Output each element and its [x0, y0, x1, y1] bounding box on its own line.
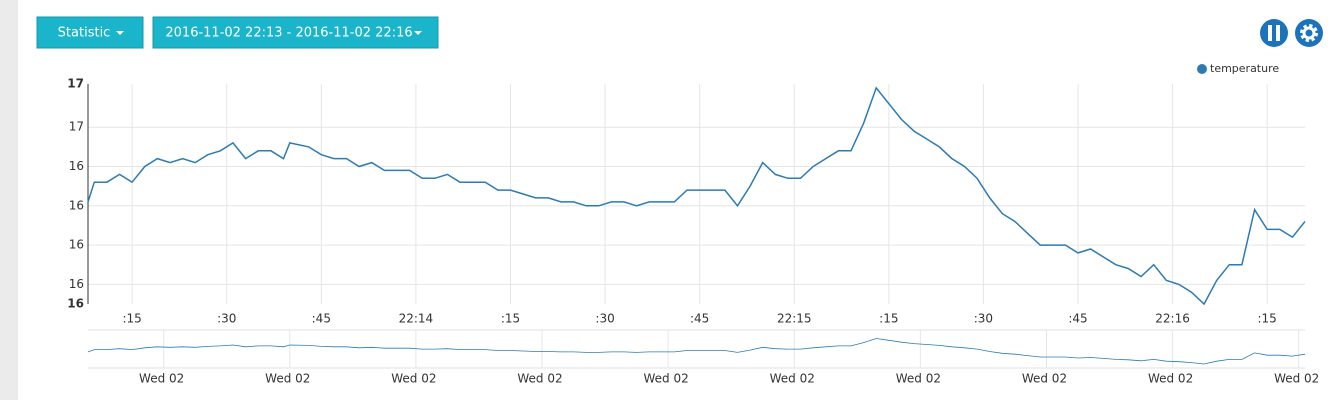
- y-tick-label: 16: [69, 238, 84, 252]
- button-bg: [152, 16, 439, 49]
- settings-button[interactable]: [1295, 19, 1323, 47]
- navigator-tick-label: Wed 02: [1274, 372, 1319, 386]
- range-button[interactable]: 2016-11-02 22:13 - 2016-11-02 22:16: [152, 16, 439, 49]
- legend-dot: [1197, 64, 1207, 74]
- side-strip: [0, 0, 18, 400]
- x-tick-label: :15: [501, 312, 520, 326]
- x-tick-label: :45: [1068, 312, 1087, 326]
- navigator-tick-label: Wed 02: [643, 372, 688, 386]
- legend-label: temperature: [1210, 62, 1279, 75]
- button-label: 2016-11-02 22:13 - 2016-11-02 22:16: [165, 26, 412, 41]
- icon-bg: [1260, 19, 1288, 47]
- x-tick-label: :30: [595, 312, 614, 326]
- navigator-tick-label: Wed 02: [139, 372, 184, 386]
- y-tick-label: 16: [69, 159, 84, 173]
- x-tick-label: :30: [974, 312, 993, 326]
- navigator-tick-label: Wed 02: [517, 372, 562, 386]
- gear-teeth: [1300, 24, 1318, 42]
- button-bg: [36, 16, 144, 49]
- button-label: Statistic: [58, 26, 111, 41]
- caret: [116, 31, 124, 35]
- x-tick-label: 22:16: [1155, 312, 1190, 326]
- navigator-tick-label: Wed 02: [896, 372, 941, 386]
- statistic-button[interactable]: Statistic: [36, 16, 144, 49]
- x-tick-label: :15: [879, 312, 898, 326]
- y-tick-label: 16: [67, 297, 84, 311]
- icon-bar: [1268, 25, 1272, 41]
- navigator-tick-label: Wed 02: [391, 372, 436, 386]
- x-tick-label: 22:15: [777, 312, 812, 326]
- y-tick-label: 16: [69, 198, 84, 212]
- caret: [414, 31, 422, 35]
- navigator-line: [87, 338, 1306, 365]
- data-line: [87, 86, 1306, 306]
- navigator-tick-label: Wed 02: [1148, 372, 1193, 386]
- gear: [1302, 26, 1316, 40]
- navigator-tick-label: Wed 02: [265, 372, 310, 386]
- y-tick-label: 17: [69, 120, 84, 134]
- x-tick-label: :45: [312, 312, 331, 326]
- pause-button[interactable]: [1260, 19, 1288, 47]
- x-tick-label: :30: [217, 312, 236, 326]
- icon-bar: [1276, 25, 1280, 41]
- navigator-tick-label: Wed 02: [770, 372, 815, 386]
- y-tick-label: 16: [69, 277, 84, 291]
- x-tick-label: :15: [1258, 312, 1277, 326]
- y-tick-label: 17: [67, 77, 84, 91]
- navigator-tick-label: Wed 02: [1022, 372, 1067, 386]
- x-tick-label: :15: [122, 312, 141, 326]
- x-tick-label: 22:14: [399, 312, 434, 326]
- icon-bg: [1295, 19, 1323, 47]
- x-tick-label: :45: [690, 312, 709, 326]
